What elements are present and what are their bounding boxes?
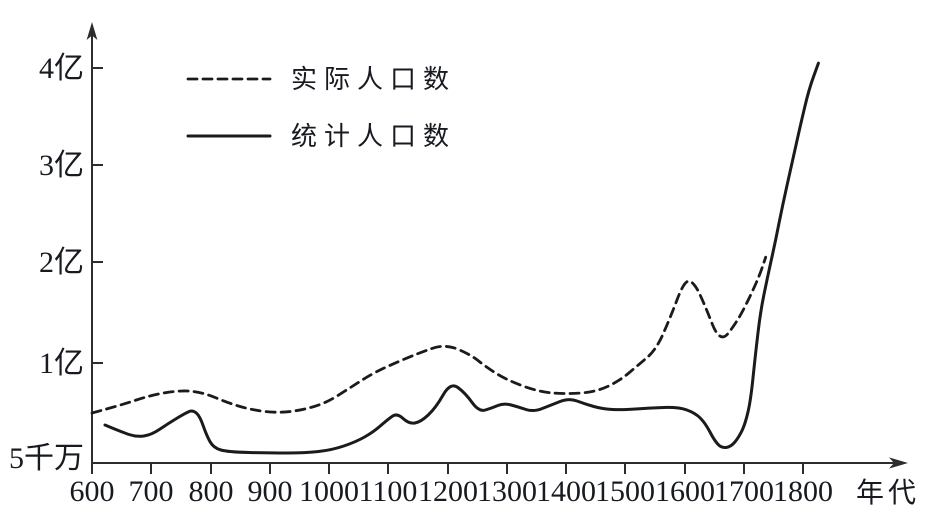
- x-axis-title: 年代: [856, 477, 920, 509]
- x-tick-label: 1100: [359, 475, 418, 508]
- legend-label-recorded-population: 统计人口数: [291, 122, 456, 151]
- x-tick-label: 1400: [536, 475, 596, 508]
- x-tick-label: 700: [129, 475, 174, 508]
- x-axis-ticks: [91, 463, 804, 474]
- x-tick-label: 1000: [299, 475, 359, 508]
- x-axis-labels: 600 700 800 900 1000 1100 1200 1300 1400 1500 1600…: [70, 475, 834, 508]
- series-curves: [90, 61, 820, 455]
- series-line-recorded-population: [103, 61, 820, 455]
- y-tick-label: 5千万: [9, 442, 84, 475]
- y-axis-labels: 5千万 1亿 2亿 3亿 4亿: [9, 52, 84, 475]
- series-line-actual-population: [90, 255, 768, 415]
- legend-label-actual-population: 实际人口数: [291, 65, 456, 94]
- x-tick-label: 800: [189, 475, 234, 508]
- y-tick-label: 3亿: [39, 149, 84, 182]
- y-axis: 5千万 1亿 2亿 3亿 4亿: [9, 22, 103, 475]
- y-axis-arrow-icon: [86, 22, 98, 40]
- x-tick-label: 1500: [595, 475, 655, 508]
- y-tick-label: 1亿: [39, 347, 84, 380]
- x-tick-label: 1600: [655, 475, 715, 508]
- x-tick-label: 1700: [714, 475, 774, 508]
- y-tick-label: 2亿: [39, 246, 84, 279]
- x-axis-arrow-icon: [889, 457, 908, 469]
- x-tick-label: 1200: [418, 475, 478, 508]
- x-tick-label: 1300: [477, 475, 537, 508]
- x-tick-label: 1800: [773, 475, 833, 508]
- y-tick-label: 4亿: [39, 52, 84, 85]
- legend: 实际人口数 统计人口数: [186, 65, 456, 151]
- x-tick-label: 600: [70, 475, 115, 508]
- x-tick-label: 900: [248, 475, 293, 508]
- x-axis: 600 700 800 900 1000 1100 1200 1300 1400 1500 1600…: [70, 457, 920, 509]
- y-axis-ticks: [92, 67, 103, 364]
